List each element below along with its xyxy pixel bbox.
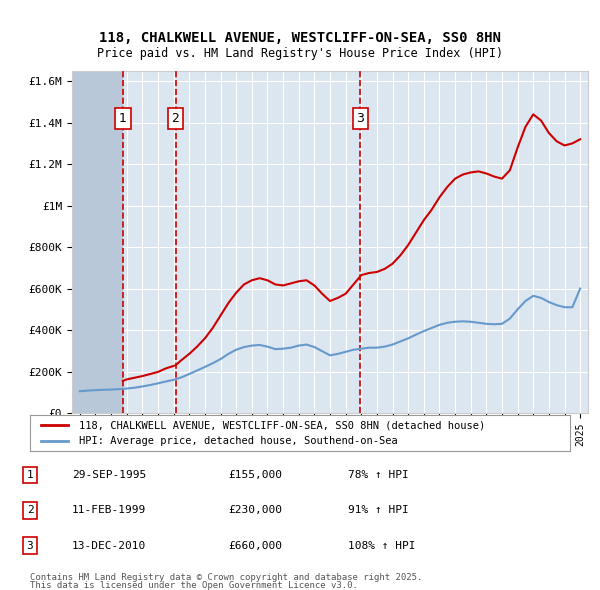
Text: 91% ↑ HPI: 91% ↑ HPI	[348, 506, 409, 515]
Text: Price paid vs. HM Land Registry's House Price Index (HPI): Price paid vs. HM Land Registry's House …	[97, 47, 503, 60]
Text: 108% ↑ HPI: 108% ↑ HPI	[348, 541, 415, 550]
Text: 1: 1	[26, 470, 34, 480]
Text: 29-SEP-1995: 29-SEP-1995	[72, 470, 146, 480]
Text: 3: 3	[26, 541, 34, 550]
Text: 11-FEB-1999: 11-FEB-1999	[72, 506, 146, 515]
Text: 2: 2	[172, 112, 179, 125]
Text: 3: 3	[356, 112, 364, 125]
Text: 13-DEC-2010: 13-DEC-2010	[72, 541, 146, 550]
Text: 1: 1	[119, 112, 127, 125]
Text: £155,000: £155,000	[228, 470, 282, 480]
Text: HPI: Average price, detached house, Southend-on-Sea: HPI: Average price, detached house, Sout…	[79, 436, 397, 446]
Text: This data is licensed under the Open Government Licence v3.0.: This data is licensed under the Open Gov…	[30, 581, 358, 590]
Bar	[72, 71, 123, 413]
Text: 2: 2	[26, 506, 34, 515]
Text: Contains HM Land Registry data © Crown copyright and database right 2025.: Contains HM Land Registry data © Crown c…	[30, 572, 422, 582]
Text: £230,000: £230,000	[228, 506, 282, 515]
Text: 118, CHALKWELL AVENUE, WESTCLIFF-ON-SEA, SS0 8HN: 118, CHALKWELL AVENUE, WESTCLIFF-ON-SEA,…	[99, 31, 501, 45]
Text: £660,000: £660,000	[228, 541, 282, 550]
Text: 78% ↑ HPI: 78% ↑ HPI	[348, 470, 409, 480]
Text: 118, CHALKWELL AVENUE, WESTCLIFF-ON-SEA, SS0 8HN (detached house): 118, CHALKWELL AVENUE, WESTCLIFF-ON-SEA,…	[79, 420, 485, 430]
